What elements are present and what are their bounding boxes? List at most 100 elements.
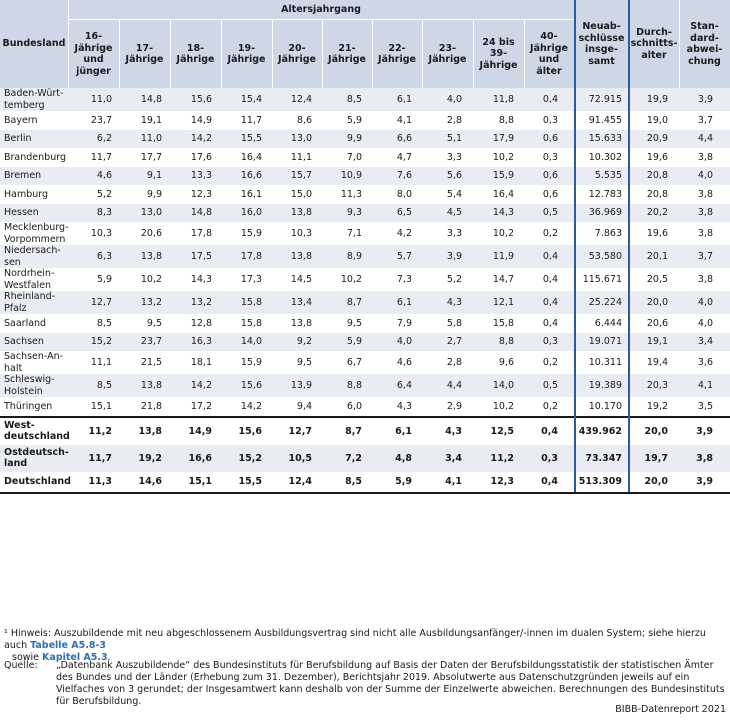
cell-age-8: 10,2 xyxy=(492,400,514,412)
highlight-column-border xyxy=(628,0,630,492)
cell-age-3: 15,5 xyxy=(240,133,262,145)
row-bundesland: Hamburg xyxy=(4,188,49,200)
cell-age-3: 11,7 xyxy=(240,114,262,126)
header-age-2: 18- Jährige xyxy=(176,42,215,66)
cell-age-2: 15,6 xyxy=(190,94,212,105)
source-label: Quelle: xyxy=(4,660,38,671)
cell-age-4: 13,8 xyxy=(290,207,312,219)
cell-age-8: 12,5 xyxy=(490,425,514,437)
cell-sd: 3,6 xyxy=(697,357,713,368)
table-row: Schleswig- Holstein 8,5 13,8 14,2 15,6 13,9 8,… xyxy=(0,374,730,397)
cell-age-4: 10,5 xyxy=(288,452,312,464)
row-bundesland: Bayern xyxy=(4,114,38,126)
cell-age-3: 15,9 xyxy=(240,228,262,239)
cell-total: 19.389 xyxy=(588,380,622,391)
cell-sd: 3,7 xyxy=(697,114,713,126)
cell-total: 10.302 xyxy=(588,151,622,163)
cell-avg: 19,2 xyxy=(646,400,668,412)
footnote-mid: sowie xyxy=(12,652,43,663)
table-header: Bundesland Altersjahrgang 16- Jährige un… xyxy=(0,0,730,88)
cell-age-2: 14,2 xyxy=(190,133,212,145)
cell-age-8: 15,8 xyxy=(492,317,514,329)
header-bundesland: Bundesland xyxy=(2,38,66,50)
header-col-divider xyxy=(422,20,423,88)
cell-age-2: 17,8 xyxy=(190,228,212,239)
table-row: Sachsen 15,2 23,7 16,3 14,0 9,2 5,9 4,0 2,7 8,8 0,… xyxy=(0,332,730,351)
table-row: Nordrhein- Westfalen 5,9 10,2 14,3 17,3 14,5 1… xyxy=(0,268,730,291)
row-bundesland: Saarland xyxy=(4,317,47,329)
cell-age-7: 4,5 xyxy=(446,207,462,219)
highlight-column-border xyxy=(574,0,576,492)
cell-age-7: 2,7 xyxy=(446,336,462,348)
link-kapitel[interactable]: Kapitel A5.3 xyxy=(42,652,108,663)
cell-age-9: 0,4 xyxy=(542,317,558,329)
cell-age-8: 8,8 xyxy=(498,114,514,126)
cell-age-3: 15,8 xyxy=(240,317,262,329)
summary-row: West- deutschland 11,2 13,8 14,9 15,6 12,7 8,7… xyxy=(0,418,730,445)
cell-age-6: 6,1 xyxy=(396,297,412,308)
table-row: Sachsen-An- halt 11,1 21,5 18,1 15,9 9,5 6,7 4,… xyxy=(0,351,730,374)
row-bundesland: Sachsen-An- halt xyxy=(4,351,64,374)
cell-age-6: 4,3 xyxy=(396,400,412,412)
cell-age-2: 14,9 xyxy=(190,114,212,126)
row-bundesland: Berlin xyxy=(4,133,32,144)
table-row: Niedersach- sen 6,3 13,8 17,5 17,8 13,8 8,9 5,7… xyxy=(0,245,730,268)
cell-sd: 3,8 xyxy=(697,228,713,239)
cell-age-1: 20,6 xyxy=(140,228,162,239)
cell-age-7: 5,4 xyxy=(446,188,462,200)
cell-age-5: 8,7 xyxy=(346,297,362,308)
cell-age-1: 11,0 xyxy=(140,133,162,145)
cell-age-5: 6,7 xyxy=(346,357,362,368)
cell-age-8: 16,4 xyxy=(492,188,514,200)
cell-age-3: 15,6 xyxy=(238,425,262,437)
cell-age-3: 16,0 xyxy=(240,207,262,219)
cell-age-7: 4,0 xyxy=(446,94,462,105)
cell-age-4: 12,4 xyxy=(290,94,312,105)
cell-age-2: 14,9 xyxy=(188,425,212,437)
cell-age-5: 5,9 xyxy=(346,336,362,348)
table-row: Brandenburg 11,7 17,7 17,6 16,4 11,1 7,0 4,7 3,3… xyxy=(0,148,730,167)
cell-avg: 19,6 xyxy=(646,151,668,163)
cell-age-3: 15,5 xyxy=(238,476,262,487)
header-age-8: 24 bis 39- Jährige xyxy=(479,36,518,71)
cell-age-3: 14,2 xyxy=(240,400,262,412)
cell-age-9: 0,2 xyxy=(542,357,558,368)
cell-age-9: 0,4 xyxy=(542,251,558,262)
cell-age-7: 2,9 xyxy=(446,400,462,412)
cell-age-3: 16,6 xyxy=(240,170,262,182)
cell-age-4: 12,4 xyxy=(288,476,312,487)
cell-sd: 3,4 xyxy=(697,336,713,348)
cell-age-0: 23,7 xyxy=(90,114,112,126)
cell-age-5: 8,8 xyxy=(346,380,362,391)
cell-age-4: 9,2 xyxy=(296,336,312,348)
cell-age-3: 15,8 xyxy=(240,297,262,308)
row-bundesland: Mecklenburg- Vorpommern xyxy=(4,222,69,245)
cell-age-1: 14,6 xyxy=(138,476,162,487)
cell-age-1: 9,5 xyxy=(146,317,162,329)
cell-avg: 20,3 xyxy=(646,380,668,391)
cell-age-9: 0,3 xyxy=(542,114,558,126)
cell-avg: 20,8 xyxy=(646,170,668,182)
cell-age-8: 12,3 xyxy=(490,476,514,487)
footnote: ¹ Hinweis: Auszubildende mit neu abgesch… xyxy=(0,628,730,664)
cell-age-6: 6,1 xyxy=(396,94,412,105)
cell-total: 91.455 xyxy=(588,114,622,126)
cell-age-7: 3,3 xyxy=(446,151,462,163)
header-age-4: 20- Jährige xyxy=(278,42,316,66)
cell-age-9: 0,4 xyxy=(541,476,558,487)
cell-age-6: 5,9 xyxy=(395,476,412,487)
cell-age-8: 12,1 xyxy=(492,297,514,308)
cell-sd: 3,8 xyxy=(697,151,713,163)
cell-age-7: 5,8 xyxy=(446,317,462,329)
cell-total: 72.915 xyxy=(588,94,622,105)
row-bundesland: Ostdeutsch- land xyxy=(4,446,69,470)
cell-total: 25.224 xyxy=(588,297,622,308)
cell-age-0: 4,6 xyxy=(96,170,112,182)
cell-age-8: 14,3 xyxy=(492,207,514,219)
cell-age-2: 13,2 xyxy=(190,297,212,308)
cell-age-4: 11,1 xyxy=(290,151,312,163)
link-tabelle[interactable]: Tabelle A5.8-3 xyxy=(30,640,107,651)
cell-age-8: 10,2 xyxy=(492,151,514,163)
cell-age-1: 19,1 xyxy=(140,114,162,126)
cell-age-4: 15,0 xyxy=(290,188,312,200)
